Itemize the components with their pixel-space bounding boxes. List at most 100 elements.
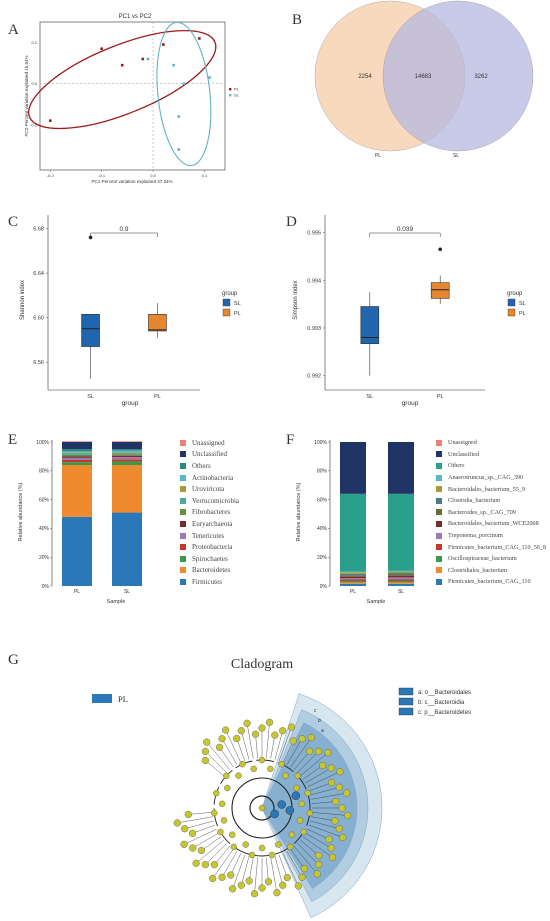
tree-branch (293, 751, 310, 770)
phylum-legend: Unassigned Unclassified Others Actinobacter… (180, 437, 272, 588)
tree-inner-node (211, 809, 218, 817)
phylum-legend-item: Verrucomicrobia (180, 495, 272, 507)
venn-label-pl: PL (375, 153, 381, 159)
pca-x-axis-label: PC1-Percent variation explained 37.34% (91, 179, 172, 184)
simpson-y-tick-label: 0.995 (307, 231, 321, 237)
tree-leaf-node (335, 783, 343, 791)
species-legend-label: Oscillospiraceae_bacterium (448, 555, 517, 563)
species-segment (388, 493, 414, 571)
pca-x-tick-label: 0.1 (202, 173, 208, 178)
tree-biomarker-node (285, 806, 295, 815)
simpson-y-axis-label: Simpson index (293, 280, 299, 319)
tree-inner-node (223, 772, 230, 780)
tree-branch (195, 839, 224, 864)
tree-inner-node (287, 843, 294, 851)
species-segment (340, 442, 366, 494)
tree-root-node (258, 804, 266, 812)
simpson-box-sl (360, 306, 380, 345)
species-y-tick-label: 100% (314, 440, 327, 446)
cladogram: Cladogram PL a: o__Bacteroidales b: c__B… (92, 657, 471, 918)
tree-branch (308, 782, 332, 792)
species-legend-item: Anaerotruncus_sp._CAG_390 (436, 472, 550, 484)
tree-inner-node (258, 844, 266, 852)
simpson-significance-bracket (369, 232, 441, 237)
species-legend-label: Bacteroidales_bacterium_55_9 (448, 485, 525, 493)
simpson-y-tick-label: 0.993 (307, 326, 321, 332)
phylum-segment (112, 512, 142, 586)
tree-branch (302, 836, 333, 858)
phylum-legend-swatch (180, 451, 186, 458)
panel-label-g: G (8, 652, 19, 668)
tree-leaf-node (336, 768, 344, 776)
phylum-segment (112, 450, 142, 453)
species-legend-label: Bacteroides_sp._CAG_709 (448, 508, 516, 516)
phylum-y-tick-label: 100% (36, 440, 49, 446)
shannon-y-tick-label: 6.56 (33, 360, 44, 366)
pca-legend-sl-marker (229, 94, 232, 97)
tree-branch (310, 787, 340, 796)
species-legend-swatch (436, 439, 442, 446)
group-legend-pl: PL (118, 694, 128, 704)
phylum-segment (62, 454, 92, 457)
species-legend-item: Treponema_porcinum (436, 530, 550, 542)
species-y-tick-label: 60% (317, 497, 328, 503)
phylum-segment (112, 452, 142, 455)
phylum-segment (112, 465, 142, 513)
tree-branch (293, 846, 318, 875)
tree-inner-node (288, 831, 295, 838)
pca-point-pl (162, 43, 165, 46)
tree-branch (206, 741, 231, 770)
phylum-legend-label: Others (192, 461, 211, 470)
phylum-segment (62, 456, 92, 458)
tree-leaf-node (298, 873, 306, 881)
shannon-legend-sl-swatch (222, 298, 231, 307)
phylum-segment (62, 451, 92, 453)
tree-leaf-node (258, 884, 266, 892)
tree-inner-node (293, 784, 300, 792)
shannon-box-sl (81, 313, 100, 347)
shannon-x-tick-label: PL (154, 394, 161, 400)
tree-branch (270, 857, 278, 893)
tree-branch (246, 723, 254, 759)
tree-leaf-node (324, 749, 332, 757)
phylum-segment (62, 516, 92, 586)
pca-legend-pl: PL (234, 87, 240, 92)
tree-leaf-node (314, 860, 323, 869)
phylum-legend-item: Actinobacteria (180, 472, 272, 484)
species-legend: Unassigned Unclassified Others Anaerotruncu… (436, 437, 550, 588)
phylum-segment (62, 457, 92, 460)
pca-point-pl (120, 63, 124, 67)
phylum-y-tick-label: 40% (39, 526, 50, 532)
venn-circle-sl (382, 0, 534, 152)
pca-y-tick-label: -0.2 (30, 122, 38, 127)
tree-leaf-node (313, 870, 321, 878)
species-legend-item: Clostridiales_bacterium (436, 565, 550, 577)
simpson-x-axis-label: group (402, 400, 419, 407)
species-y-tick-label: 80% (317, 469, 328, 475)
species-y-tick-label: 20% (317, 555, 328, 561)
tree-inner-node (268, 851, 276, 859)
phylum-legend-label: Fibrobacteres (192, 508, 231, 517)
tree-leaf-node (184, 810, 192, 819)
phylum-legend-swatch (180, 532, 186, 539)
simpson-box-pl (430, 282, 450, 299)
venn-label-sl: SL (453, 153, 459, 159)
species-legend-swatch (436, 462, 442, 469)
tree-leaf-node (188, 829, 197, 837)
tree-inner-node (248, 851, 256, 859)
species-segment (340, 578, 366, 580)
species-legend-item: Bacteroides_sp._CAG_709 (436, 507, 550, 519)
species-legend-swatch (436, 520, 442, 527)
tree-branch (307, 828, 330, 840)
species-segment (340, 573, 366, 576)
pca-point-sl (177, 148, 181, 151)
phylum-legend-swatch (180, 497, 186, 504)
venn-sl-only-count: 3262 (474, 74, 488, 80)
pca-title: PC1 vs PC2 (119, 14, 152, 20)
shannon-boxplot: 6.68 6.64 6.60 6.56 SL PL 0.9 Shannon index gr… (20, 215, 241, 407)
shannon-y-tick-label: 6.64 (33, 271, 44, 277)
phylum-legend-label: Tenericutes (192, 531, 225, 540)
shannon-y-axis-label: Shannon index (20, 280, 26, 320)
tree-leaf-node (339, 833, 347, 842)
venn-pl-only-count: 2254 (358, 74, 372, 80)
